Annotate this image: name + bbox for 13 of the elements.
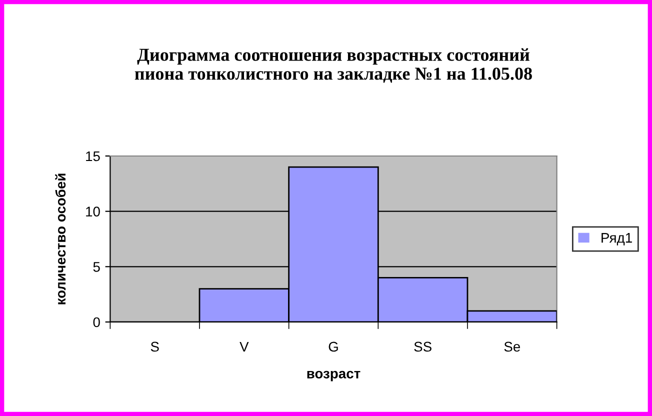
x-tick-label: G [328,342,338,352]
y-axis-title: количество особей [55,174,66,304]
x-tick-label: Se [504,342,520,352]
y-tick-label: 5 [93,262,100,272]
chart-title: Диограмма соотношения возрастных состояний пиона тонколистного на закладке №1 на 11.05.08 [134,48,532,83]
x-tick-label: SS [414,342,432,352]
y-tick-label: 0 [93,317,100,328]
x-tick-label: V [240,342,249,352]
x-axis-title: возраст [307,370,360,382]
y-tick-label: 10 [86,206,100,216]
legend-label: Ряд1 [602,233,632,246]
x-tick-label: S [150,342,159,352]
y-tick-label: 15 [86,151,100,162]
